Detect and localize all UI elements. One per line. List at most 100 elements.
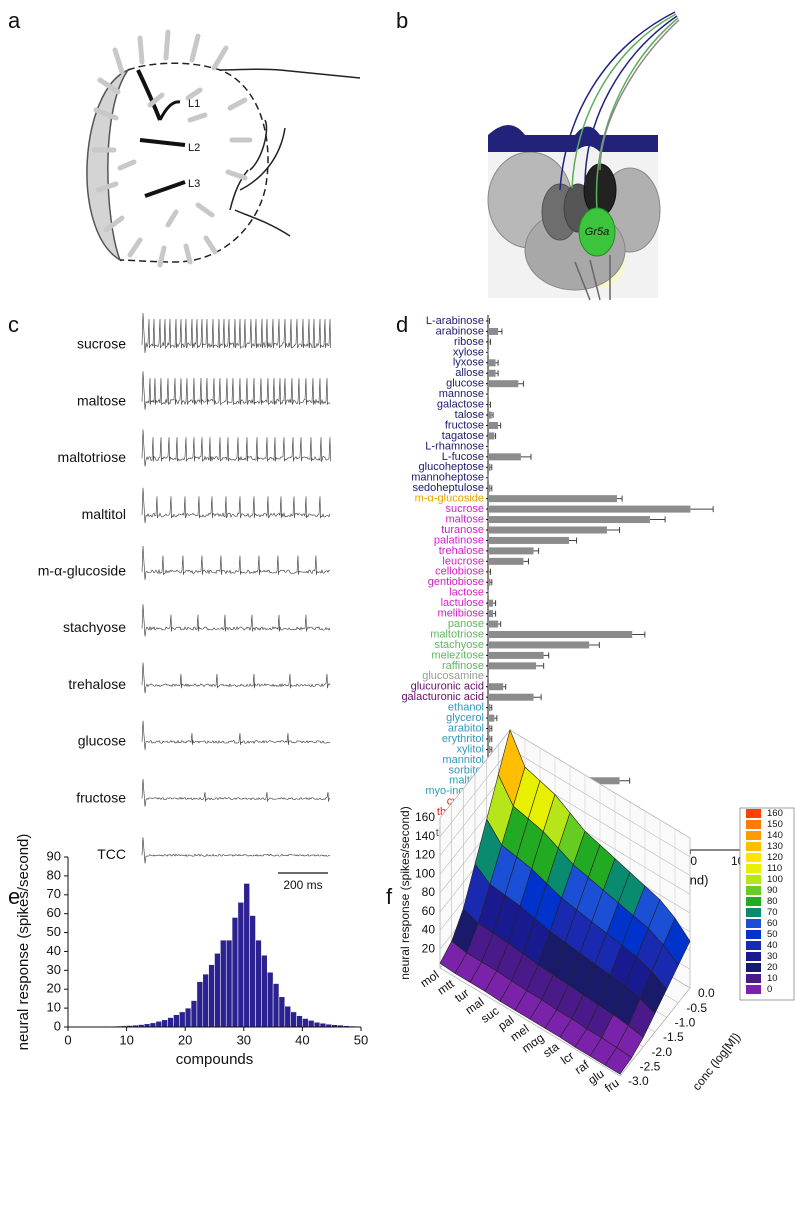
- z-tick-label: 60: [422, 904, 436, 918]
- trace-label: maltotriose: [58, 449, 127, 465]
- colorbar-label: 30: [767, 951, 778, 962]
- error-bar: [489, 568, 492, 575]
- head-diagram: [86, 29, 361, 268]
- diagram-label: Gr5a: [585, 226, 609, 238]
- bar: [284, 1005, 291, 1028]
- colorbar-cell: [746, 919, 761, 928]
- bar: [149, 1022, 157, 1028]
- panel-label: f: [386, 884, 393, 909]
- trace: [141, 604, 331, 637]
- panel-label: d: [396, 312, 408, 337]
- bar: [488, 338, 490, 346]
- z-tick-label: 40: [422, 923, 436, 937]
- bar: [266, 971, 274, 1028]
- colorbar-cell: [746, 820, 761, 829]
- y-tick-label: -1.0: [675, 1016, 696, 1030]
- colorbar-cell: [746, 974, 761, 983]
- error-bar: [518, 380, 524, 387]
- bar: [296, 1015, 303, 1028]
- bar: [173, 1014, 180, 1028]
- trace: [141, 487, 331, 524]
- colorbar-cell: [746, 853, 761, 862]
- trace: [141, 371, 331, 410]
- bar: [488, 620, 499, 628]
- scale-bar-label: 200 ms: [283, 878, 322, 892]
- surface-patch: [604, 1047, 633, 1075]
- y-tick-label: mannoheptose: [411, 472, 484, 484]
- y-tick-label: arabitol: [448, 722, 484, 734]
- x-tick-label: 40: [295, 1032, 309, 1047]
- bar: [488, 745, 491, 753]
- z-tick-label: 120: [415, 848, 435, 862]
- trace-label: stachyose: [63, 619, 126, 635]
- bar: [155, 1021, 163, 1028]
- y-tick-label: trehalose: [439, 545, 484, 557]
- x-tick-label: 30: [237, 1032, 251, 1047]
- bar: [488, 662, 537, 670]
- trace: [141, 429, 331, 467]
- bar: [184, 1007, 192, 1028]
- x-tick-label: 10: [119, 1032, 133, 1047]
- y-tick-label: xylitol: [456, 743, 484, 755]
- bar: [220, 939, 227, 1028]
- colorbar-label: 140: [767, 830, 783, 841]
- y-tick-label: 60: [47, 905, 61, 920]
- error-bar: [568, 537, 578, 544]
- bar: [488, 610, 494, 618]
- colorbar-label: 130: [767, 841, 783, 852]
- error-bar: [617, 495, 623, 502]
- bar: [488, 484, 491, 492]
- y-tick-label: 50: [47, 924, 61, 939]
- bar: [261, 954, 268, 1028]
- colorbar-label: 110: [767, 863, 782, 874]
- bar: [488, 704, 491, 712]
- bar: [488, 693, 534, 701]
- z-tick-label: 160: [415, 810, 435, 824]
- y-tick-label: ribose: [454, 336, 484, 348]
- y-tick-label: fructose: [445, 419, 484, 431]
- bar: [488, 401, 490, 409]
- error-bar: [589, 641, 600, 648]
- colorbar-label: 90: [767, 885, 778, 896]
- trace: [141, 662, 331, 694]
- bar: [488, 453, 521, 461]
- colorbar-label: 40: [767, 940, 778, 951]
- y-tick-label: stachyose: [434, 639, 484, 651]
- bar: [488, 547, 534, 555]
- x-tick-label: tur: [452, 986, 472, 1006]
- bar: [488, 568, 490, 576]
- bar: [488, 422, 499, 429]
- y-tick-label: sedoheptulose: [412, 482, 484, 494]
- error-bar: [488, 318, 491, 324]
- x-axis-label: compounds: [176, 1051, 254, 1068]
- bar: [488, 725, 491, 733]
- y-tick-label: talose: [455, 409, 484, 421]
- error-bar: [520, 453, 532, 460]
- y-tick-label: sorbitol: [449, 764, 484, 776]
- trace-label: glucose: [78, 733, 126, 749]
- y-tick-label: glucose: [446, 378, 484, 390]
- y-tick-label: -1.5: [663, 1030, 684, 1044]
- diagram-label: L2: [188, 142, 200, 154]
- trace-label: TCC: [97, 846, 126, 862]
- bar: [488, 359, 496, 367]
- error-bar: [494, 715, 498, 722]
- error-bar: [536, 662, 545, 669]
- y-tick-label: -3.0: [628, 1074, 649, 1088]
- error-bar: [493, 610, 497, 617]
- bar: [308, 1020, 315, 1028]
- error-bar: [489, 338, 492, 345]
- error-bar: [493, 600, 497, 607]
- z-tick-label: 20: [422, 941, 436, 955]
- sensillum-diagram: [487, 11, 680, 301]
- bar: [196, 981, 204, 1028]
- bar: [488, 432, 495, 440]
- colorbar-cell: [746, 842, 761, 851]
- error-bar: [490, 736, 493, 742]
- y-tick-label: 20: [47, 981, 61, 996]
- y-tick-label: 0: [54, 1018, 61, 1033]
- bar: [488, 599, 494, 607]
- y-tick-label: tagatose: [442, 430, 484, 442]
- y-tick-label: melibiose: [438, 608, 484, 620]
- error-bar: [619, 777, 631, 784]
